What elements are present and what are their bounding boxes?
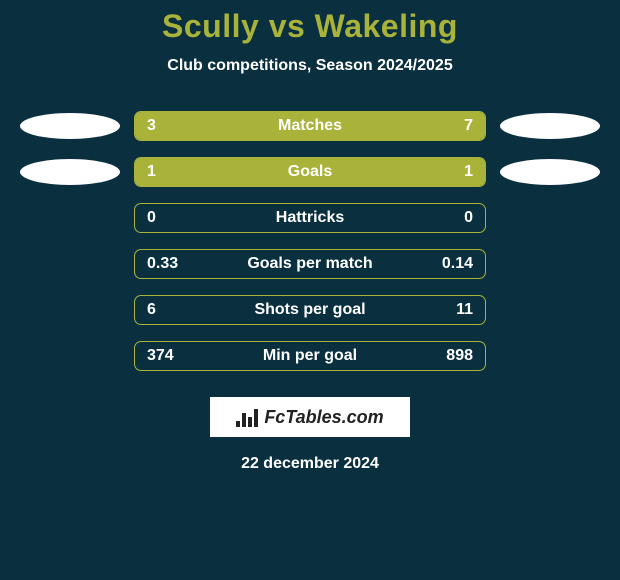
logo-text: FcTables.com [264, 407, 383, 428]
stat-label: Hattricks [276, 203, 344, 233]
player-right-marker [500, 159, 600, 185]
stat-row: 374 Min per goal 898 [0, 333, 620, 379]
logo-box: FcTables.com [210, 397, 410, 437]
stat-label: Goals per match [247, 249, 372, 279]
player-left-marker [20, 113, 120, 139]
stat-pill: 6 Shots per goal 11 [134, 295, 486, 325]
stat-row: 3 Matches 7 [0, 103, 620, 149]
stat-row: 0.33 Goals per match 0.14 [0, 241, 620, 287]
stat-pill: 0 Hattricks 0 [134, 203, 486, 233]
stat-pill: 374 Min per goal 898 [134, 341, 486, 371]
stat-row: 1 Goals 1 [0, 149, 620, 195]
stats-list: 3 Matches 7 1 Goals 1 0 Hattricks 0 0.33 Goals per… [0, 103, 620, 379]
stat-value-left: 374 [147, 341, 174, 371]
stat-value-left: 6 [147, 295, 156, 325]
stat-label: Shots per goal [254, 295, 365, 325]
stat-value-left: 3 [147, 111, 156, 141]
page-title: Scully vs Wakeling [0, 8, 620, 45]
stat-row: 6 Shots per goal 11 [0, 287, 620, 333]
stat-value-right: 1 [464, 157, 473, 187]
fill-right [310, 158, 485, 186]
stat-value-left: 0 [147, 203, 156, 233]
stat-pill: 0.33 Goals per match 0.14 [134, 249, 486, 279]
player-left-marker [20, 159, 120, 185]
stat-value-left: 0.33 [147, 249, 178, 279]
stat-row: 0 Hattricks 0 [0, 195, 620, 241]
stat-value-right: 0 [464, 203, 473, 233]
stat-label: Min per goal [263, 341, 357, 371]
stat-value-left: 1 [147, 157, 156, 187]
date-label: 22 december 2024 [0, 455, 620, 473]
bar-chart-icon [236, 407, 260, 427]
stat-label: Matches [278, 111, 342, 141]
stat-value-right: 7 [464, 111, 473, 141]
stat-label: Goals [288, 157, 332, 187]
fill-left [135, 158, 310, 186]
logo: FcTables.com [236, 407, 383, 428]
player-right-marker [500, 113, 600, 139]
stat-value-right: 11 [456, 295, 473, 325]
stat-value-right: 898 [446, 341, 473, 371]
stat-pill: 3 Matches 7 [134, 111, 486, 141]
page-subtitle: Club competitions, Season 2024/2025 [0, 57, 620, 75]
comparison-infographic: Scully vs Wakeling Club competitions, Se… [0, 0, 620, 473]
stat-pill: 1 Goals 1 [134, 157, 486, 187]
stat-value-right: 0.14 [442, 249, 473, 279]
